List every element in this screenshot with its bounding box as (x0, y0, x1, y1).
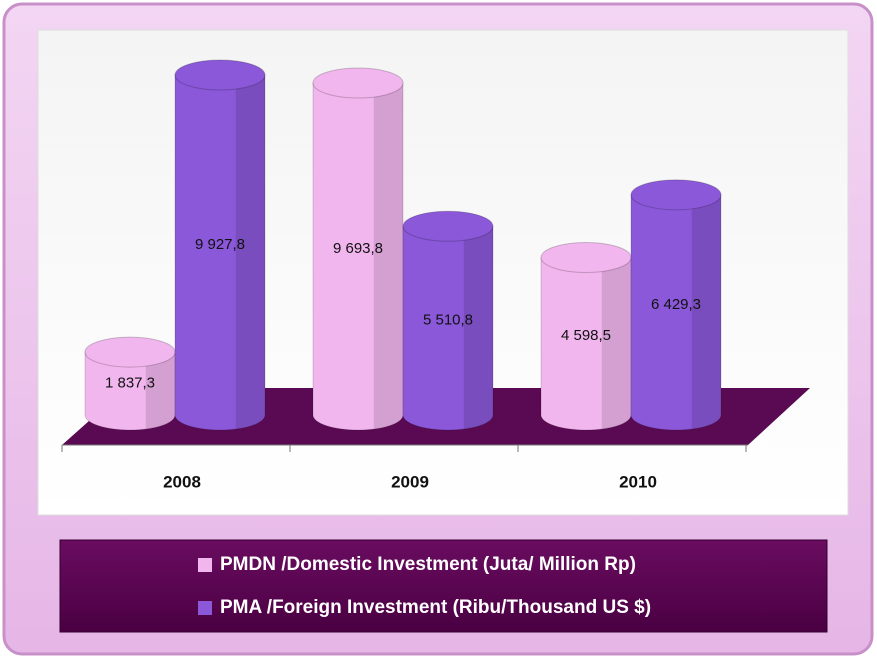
legend-label: PMDN /Domestic Investment (Juta/ Million… (220, 554, 636, 575)
cylinder-top (312, 67, 404, 99)
cylinder-top (540, 242, 632, 274)
x-tick-label: 2010 (619, 472, 657, 491)
cylinder-top (630, 179, 722, 211)
cylinder-top (402, 210, 494, 242)
x-tick-label: 2009 (391, 472, 429, 491)
cylinder-shade (235, 75, 265, 429)
value-label: 4 598,5 (561, 327, 611, 344)
value-label: 9 927,8 (195, 236, 245, 253)
legend (59, 539, 828, 633)
cylinder (402, 225, 494, 431)
cylinder-top (84, 336, 176, 368)
legend-swatch (198, 601, 212, 615)
cylinder-top (174, 59, 266, 91)
legend-swatch (198, 558, 212, 572)
value-label: 6 429,3 (651, 296, 701, 313)
legend-label: PMA /Foreign Investment (Ribu/Thousand U… (220, 597, 651, 618)
cylinder-shade (145, 352, 175, 429)
cylinder-shade (463, 226, 493, 429)
cylinder (630, 194, 722, 431)
cylinder-shade (373, 83, 403, 429)
cylinder (312, 82, 404, 431)
value-label: 1 837,3 (105, 375, 155, 392)
x-tick-label: 2008 (163, 472, 201, 491)
cylinder (540, 257, 632, 431)
cylinder (84, 351, 176, 431)
cylinder-shade (691, 194, 721, 429)
cylinder (174, 74, 266, 431)
value-label: 5 510,8 (423, 312, 473, 329)
cylinder-shade (601, 257, 631, 429)
value-label: 9 693,8 (333, 240, 383, 257)
